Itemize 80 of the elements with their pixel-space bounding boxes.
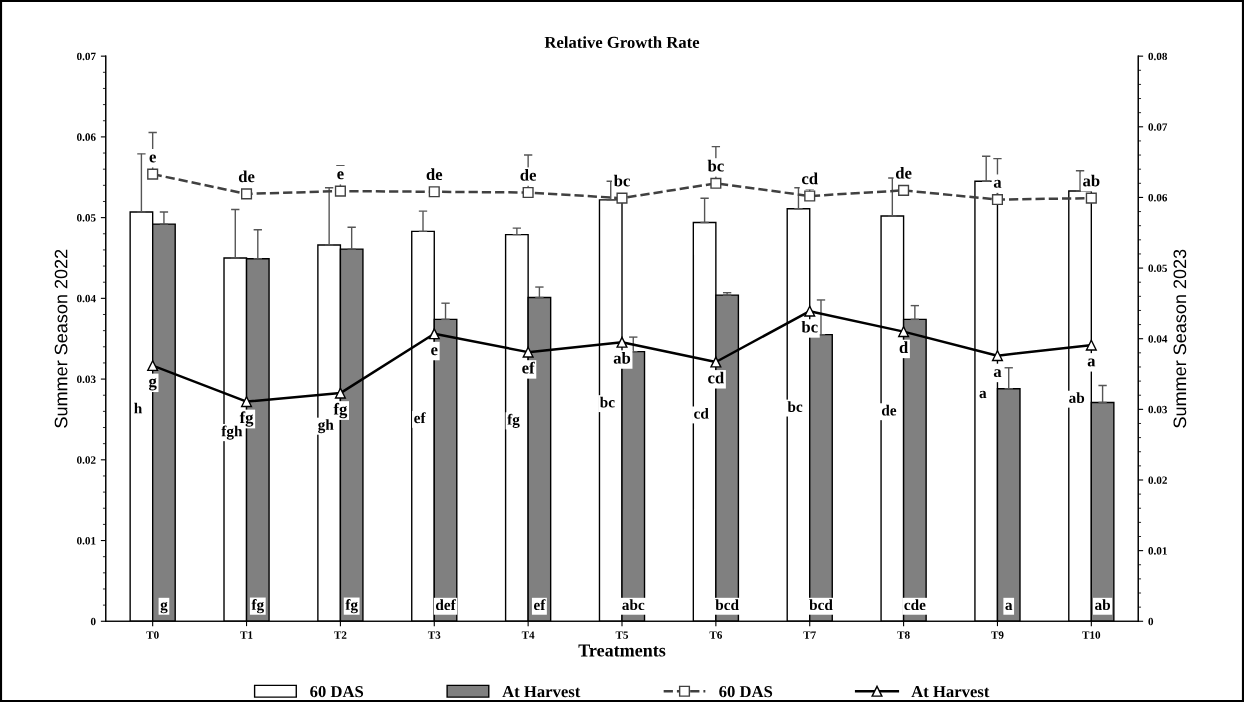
x-tick-label: T4: [521, 631, 535, 639]
x-tick-label: T9: [991, 631, 1004, 639]
data-label: e: [149, 154, 156, 163]
data-label: ab: [1083, 174, 1100, 187]
data-label: gh: [318, 419, 334, 434]
x-tick-label: T5: [615, 631, 629, 639]
x-axis-title: Treatments: [578, 644, 666, 657]
data-label: bcd: [809, 599, 833, 611]
chart-title: Relative Growth Rate: [544, 36, 700, 48]
data-label: e: [337, 171, 344, 180]
x-tick-label: T7: [803, 631, 816, 639]
data-label: ef: [522, 361, 535, 374]
y-tick-label: 0.03: [77, 375, 96, 384]
data-label: a: [1087, 358, 1096, 367]
y2-tick-label: 0.01: [1148, 547, 1167, 555]
y2-tick-label: 0.05: [1148, 264, 1168, 273]
y2-tick-label: 0.08: [1148, 52, 1168, 61]
data-label: de: [238, 170, 255, 183]
y2-tick-label: 0.02: [1148, 476, 1167, 485]
data-label: ef: [533, 599, 546, 611]
data-label: g: [148, 378, 157, 391]
y-tick-label: 0.04: [77, 294, 96, 303]
data-label: bc: [801, 320, 818, 333]
data-label: ab: [1069, 392, 1085, 404]
data-label: ef: [414, 412, 426, 424]
data-label: cde: [904, 599, 926, 611]
x-tick-label: T10: [1082, 631, 1101, 639]
data-label: ab: [1095, 599, 1111, 611]
data-label: a: [1005, 602, 1013, 611]
data-label: cd: [694, 408, 709, 419]
data-label: de: [881, 404, 897, 416]
data-label: de: [426, 168, 443, 181]
y2-axis-title: Summer Season 2023: [1173, 249, 1187, 428]
data-label: fg: [333, 402, 348, 419]
data-label: fg: [507, 413, 520, 428]
legend-label: 60 DAS: [719, 685, 773, 698]
y2-tick-label: 0.04: [1148, 335, 1168, 343]
data-label: def: [435, 599, 456, 611]
data-label: a: [993, 179, 1002, 188]
x-tick-label: T6: [709, 631, 723, 639]
x-tick-label: T1: [240, 631, 253, 639]
data-label: a: [993, 369, 1002, 378]
data-label: g: [160, 601, 168, 614]
data-label: de: [520, 169, 537, 181]
data-label: bcd: [715, 599, 739, 611]
data-label: fgh: [221, 425, 243, 440]
data-label: fg: [345, 599, 358, 614]
data-label: ab: [613, 351, 631, 364]
x-tick-label: T2: [334, 631, 347, 639]
y-tick-label: 0.05: [77, 214, 96, 222]
y-tick-label: 0.07: [77, 52, 96, 61]
data-label: bc: [599, 396, 615, 408]
data-label: de: [895, 166, 912, 179]
y2-tick-label: 0.03: [1148, 405, 1168, 414]
legend-label: 60 DAS: [310, 685, 364, 698]
data-label: bc: [787, 401, 803, 412]
x-tick-label: T8: [897, 631, 910, 639]
y-tick-label: 0.02: [77, 456, 96, 464]
data-label: abc: [622, 599, 645, 611]
y-tick-label: 0.01: [77, 537, 96, 545]
y-axis-title: Summer Season 2022: [54, 249, 68, 428]
legend-label: At Harvest: [502, 686, 581, 698]
data-label: fg: [239, 411, 254, 427]
y2-tick-label: 0: [1148, 617, 1154, 626]
x-tick-label: T0: [146, 631, 159, 639]
data-label: fg: [251, 599, 265, 614]
legend-label: At Harvest: [911, 686, 990, 698]
y2-tick-label: 0.06: [1148, 193, 1168, 202]
y-tick-label: 0: [90, 617, 96, 626]
data-label: a: [979, 390, 987, 399]
data-label: cd: [801, 172, 818, 185]
data-label: e: [431, 347, 438, 356]
data-label: cd: [708, 371, 725, 384]
y2-tick-label: 0.07: [1148, 123, 1168, 131]
x-tick-label: T3: [427, 631, 441, 639]
y-tick-label: 0.06: [77, 133, 96, 141]
data-label: d: [899, 341, 909, 354]
data-label: bc: [613, 174, 630, 187]
data-label: bc: [707, 159, 724, 172]
data-label: h: [134, 402, 143, 414]
